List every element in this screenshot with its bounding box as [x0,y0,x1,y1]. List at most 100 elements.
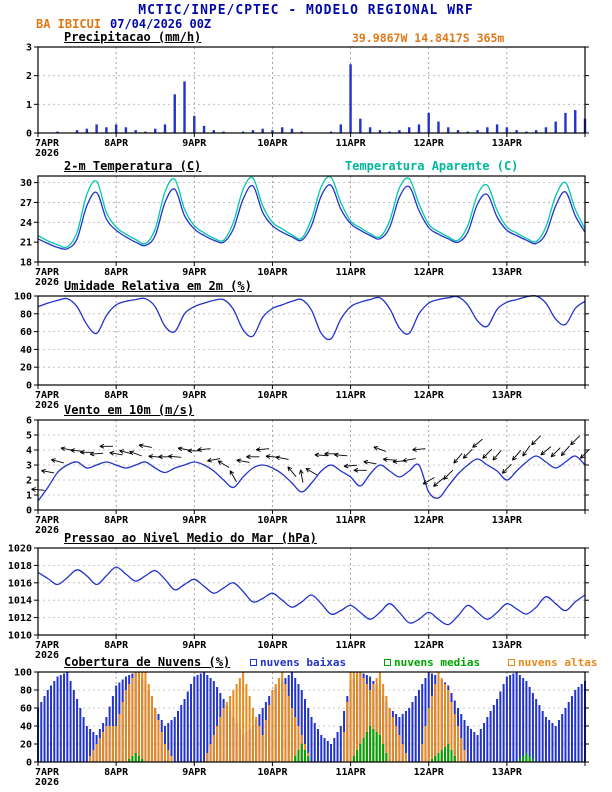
coordinates-label: 39.9867W 14.8417S 365m [352,31,505,45]
apparent-temperature-label: Temperatura Aparente (C) [345,159,519,173]
svg-text:11APR: 11APR [336,267,367,278]
svg-text:9APR: 9APR [182,390,207,401]
svg-text:7APR: 7APR [35,267,60,278]
svg-text:12APR: 12APR [414,390,445,401]
svg-text:11APR: 11APR [336,138,367,149]
svg-text:11APR: 11APR [336,767,367,778]
svg-text:1016: 1016 [8,578,32,589]
svg-text:2026: 2026 [35,277,59,288]
svg-text:21: 21 [20,238,32,249]
legend-swatch-altas-icon [508,659,515,666]
svg-text:60: 60 [20,327,32,338]
legend-nuvens-altas: nuvens altas [508,656,597,669]
svg-text:13APR: 13APR [492,515,523,526]
panel-title-wind: Vento em 10m (m/s) [64,403,195,417]
svg-text:8APR: 8APR [104,390,129,401]
header-title: MCTIC/INPE/CPTEC - MODELO REGIONAL WRF [138,3,474,18]
svg-text:2026: 2026 [35,525,59,536]
svg-text:3: 3 [26,43,32,54]
panel-title-humidity: Umidade Relativa em 2m (%) [64,279,252,293]
svg-text:9APR: 9APR [182,767,207,778]
svg-text:1014: 1014 [8,596,32,607]
svg-text:12APR: 12APR [414,138,445,149]
svg-text:10APR: 10APR [257,515,288,526]
svg-text:24: 24 [20,218,32,229]
svg-text:2026: 2026 [35,777,59,788]
svg-text:2026: 2026 [35,148,59,159]
svg-text:20: 20 [20,363,32,374]
svg-text:12APR: 12APR [414,267,445,278]
svg-text:2026: 2026 [35,650,59,661]
svg-text:8APR: 8APR [104,138,129,149]
panel-title-temperature: 2-m Temperatura (C) [64,159,202,173]
svg-text:18: 18 [20,258,32,269]
svg-text:7APR: 7APR [35,515,60,526]
panel-title-pressure: Pressao ao Nivel Medio do Mar (hPa) [64,531,317,545]
svg-text:7APR: 7APR [35,138,60,149]
svg-text:12APR: 12APR [414,515,445,526]
svg-text:80: 80 [20,309,32,320]
svg-text:5: 5 [26,431,32,442]
svg-text:13APR: 13APR [492,138,523,149]
run-datetime-label: 07/04/2026 00Z [110,17,212,31]
svg-text:8APR: 8APR [104,640,129,651]
svg-text:2: 2 [26,476,32,487]
svg-text:4: 4 [26,446,32,457]
svg-text:13APR: 13APR [492,767,523,778]
svg-text:7APR: 7APR [35,640,60,651]
svg-text:27: 27 [20,198,32,209]
svg-text:9APR: 9APR [182,267,207,278]
svg-text:30: 30 [20,178,32,189]
svg-text:10APR: 10APR [257,138,288,149]
svg-text:100: 100 [14,668,32,679]
svg-text:1: 1 [26,100,32,111]
svg-text:7APR: 7APR [35,767,60,778]
svg-text:0: 0 [26,381,32,392]
legend-label-medias: nuvens medias [394,656,481,669]
svg-text:20: 20 [20,740,32,751]
svg-text:1012: 1012 [8,613,32,624]
svg-text:13APR: 13APR [492,640,523,651]
svg-text:9APR: 9APR [182,515,207,526]
svg-text:1: 1 [26,491,32,502]
svg-text:7APR: 7APR [35,390,60,401]
svg-text:10APR: 10APR [257,267,288,278]
svg-text:8APR: 8APR [104,515,129,526]
svg-text:40: 40 [20,345,32,356]
svg-text:60: 60 [20,704,32,715]
svg-text:2: 2 [26,71,32,82]
svg-text:10APR: 10APR [257,767,288,778]
station-label: BA IBICUI [36,17,102,31]
legend-nuvens-medias: nuvens medias [384,656,480,669]
legend-swatch-baixas-icon [250,659,257,666]
svg-text:2026: 2026 [35,400,59,411]
svg-text:1018: 1018 [8,561,32,572]
legend-label-baixas: nuvens baixas [260,656,347,669]
svg-text:40: 40 [20,722,32,733]
svg-text:10APR: 10APR [257,640,288,651]
svg-text:12APR: 12APR [414,640,445,651]
svg-text:13APR: 13APR [492,267,523,278]
svg-text:9APR: 9APR [182,640,207,651]
svg-text:11APR: 11APR [336,390,367,401]
svg-text:9APR: 9APR [182,138,207,149]
svg-text:11APR: 11APR [336,515,367,526]
svg-text:11APR: 11APR [336,640,367,651]
svg-text:0: 0 [26,129,32,140]
svg-text:6: 6 [26,416,32,427]
panel-title-precipitation: Precipitacao (mm/h) [64,30,202,44]
legend-nuvens-baixas: nuvens baixas [250,656,346,669]
svg-text:13APR: 13APR [492,390,523,401]
svg-text:100: 100 [14,292,32,303]
svg-text:0: 0 [26,758,32,769]
svg-text:8APR: 8APR [104,267,129,278]
legend-swatch-medias-icon [384,659,391,666]
svg-text:12APR: 12APR [414,767,445,778]
panel-title-clouds: Cobertura de Nuvens (%) [64,655,231,669]
svg-text:1010: 1010 [8,631,32,642]
svg-text:10APR: 10APR [257,390,288,401]
svg-text:1020: 1020 [8,544,32,555]
legend-label-altas: nuvens altas [518,656,598,669]
